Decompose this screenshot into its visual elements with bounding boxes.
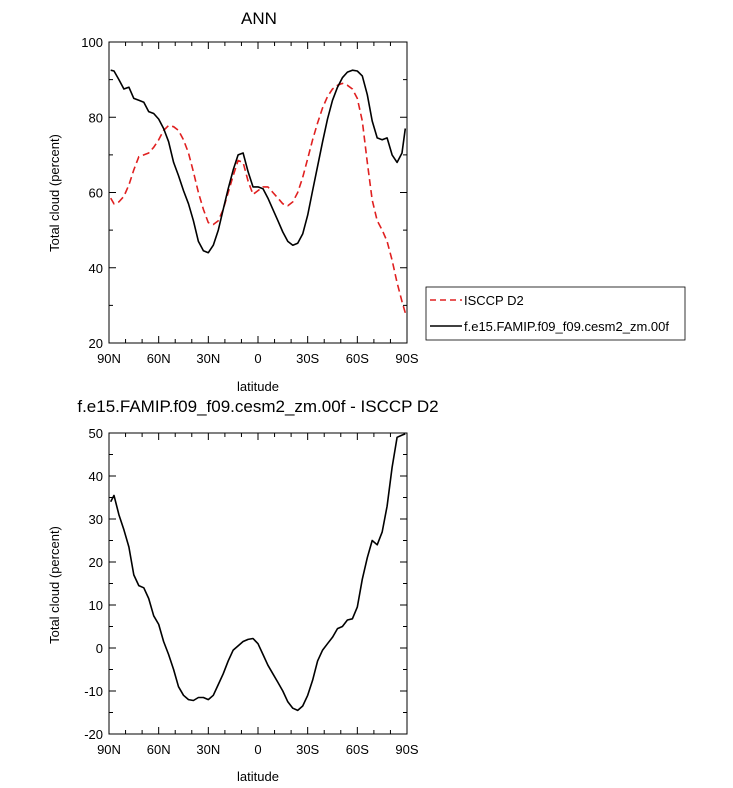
legend-label-isccp: ISCCP D2: [464, 293, 524, 308]
bottom-ytick-label: 10: [89, 598, 103, 613]
top-xtick-label: 90S: [395, 351, 418, 366]
legend-box: [425, 286, 686, 341]
top-chart-title: ANN: [241, 9, 277, 28]
bottom-ytick-label: 0: [96, 641, 103, 656]
top-series-line-0: [110, 82, 407, 314]
bottom-xtick-label: 30S: [296, 742, 319, 757]
bottom-x-axis-label: latitude: [237, 769, 279, 784]
top-xtick-label: 0: [254, 351, 261, 366]
bottom-series-line-0: [109, 433, 406, 712]
top-xtick-label: 60N: [147, 351, 171, 366]
top-series-group: [110, 69, 407, 314]
bottom-xtick-label: 90S: [395, 742, 418, 757]
bottom-xtick-label: 60N: [147, 742, 171, 757]
top-series-line-1: [110, 69, 407, 254]
bottom-xtick-label: 60S: [346, 742, 369, 757]
top-xtick-label: 30S: [296, 351, 319, 366]
top-plot-frame: [108, 41, 408, 344]
top-xtick-label: 90N: [97, 351, 121, 366]
bottom-chart-title: f.e15.FAMIP.f09_f09.cesm2_zm.00f - ISCCP…: [77, 397, 438, 416]
bottom-panel: f.e15.FAMIP.f09_f09.cesm2_zm.00f - ISCCP…: [47, 397, 439, 784]
top-y-axis: 20 40 60 80 100: [81, 35, 407, 351]
legend-label-model: f.e15.FAMIP.f09_f09.cesm2_zm.00f: [464, 319, 669, 334]
bottom-ytick-label: 40: [89, 469, 103, 484]
bottom-y-axis: -20 -10 0 10 20 30 40 50: [84, 426, 407, 742]
top-ytick-label: 20: [89, 336, 103, 351]
bottom-series-group: [109, 433, 406, 712]
bottom-ytick-label: 50: [89, 426, 103, 441]
bottom-xtick-label: 0: [254, 742, 261, 757]
top-xtick-label: 60S: [346, 351, 369, 366]
bottom-xtick-label: 90N: [97, 742, 121, 757]
top-ytick-label: 100: [81, 35, 103, 50]
bottom-ytick-label: 20: [89, 555, 103, 570]
top-panel: ANN 20 40 60 80 100 90N 60N 30N 0 30S 60S 90S Tota…: [47, 9, 686, 394]
bottom-xtick-label: 30N: [196, 742, 220, 757]
top-y-axis-label: Total cloud (percent): [47, 134, 62, 252]
legend: ISCCP D2 f.e15.FAMIP.f09_f09.cesm2_zm.00…: [425, 286, 686, 341]
bottom-y-axis-label: Total cloud (percent): [47, 526, 62, 644]
top-ytick-label: 60: [89, 186, 103, 201]
bottom-ytick-label: 30: [89, 512, 103, 527]
top-x-axis: 90N 60N 30N 0 30S 60S 90S: [97, 42, 419, 366]
top-xtick-label: 30N: [196, 351, 220, 366]
top-ytick-label: 80: [89, 110, 103, 125]
top-ytick-label: 40: [89, 261, 103, 276]
bottom-ytick-label: -20: [84, 727, 103, 742]
bottom-ytick-label: -10: [84, 684, 103, 699]
top-x-axis-label: latitude: [237, 379, 279, 394]
bottom-x-axis: 90N 60N 30N 0 30S 60S 90S: [97, 433, 419, 757]
